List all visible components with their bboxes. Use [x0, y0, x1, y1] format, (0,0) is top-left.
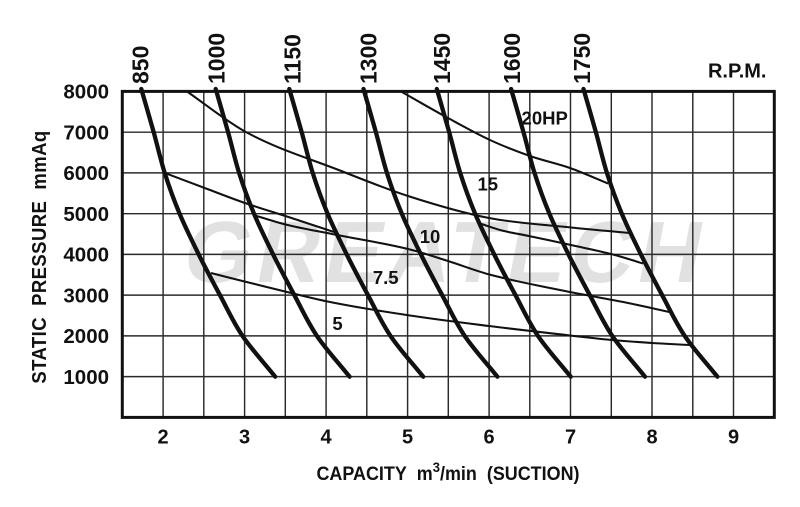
svg-text:7.5: 7.5: [373, 267, 399, 288]
svg-text:2: 2: [158, 426, 169, 448]
svg-text:5: 5: [402, 426, 413, 448]
svg-text:7: 7: [565, 426, 576, 448]
svg-text:9: 9: [728, 426, 739, 448]
svg-text:4: 4: [321, 426, 333, 448]
svg-text:8: 8: [646, 426, 657, 448]
svg-text:1750: 1750: [569, 33, 595, 84]
svg-text:1000: 1000: [204, 33, 230, 84]
svg-text:CAPACITY m3/min (SUCTION): CAPACITY m3/min (SUCTION): [316, 459, 579, 484]
svg-text:3: 3: [239, 426, 250, 448]
svg-text:6000: 6000: [63, 162, 109, 185]
svg-text:5000: 5000: [63, 203, 109, 226]
svg-text:20HP: 20HP: [522, 107, 568, 128]
svg-text:5: 5: [332, 313, 342, 334]
svg-text:STATIC PRESSURE mmAq: STATIC PRESSURE mmAq: [28, 130, 51, 383]
svg-text:15: 15: [478, 174, 499, 195]
svg-text:1150: 1150: [280, 34, 306, 84]
svg-text:850: 850: [128, 46, 154, 84]
svg-text:2000: 2000: [63, 325, 109, 348]
svg-text:1450: 1450: [429, 33, 455, 84]
svg-text:R.P.M.: R.P.M.: [708, 61, 767, 83]
svg-text:8000: 8000: [63, 81, 109, 104]
svg-text:1600: 1600: [499, 33, 525, 84]
svg-text:6: 6: [484, 426, 495, 448]
svg-text:4000: 4000: [63, 244, 109, 267]
svg-text:1300: 1300: [356, 33, 382, 84]
svg-text:3000: 3000: [63, 284, 109, 307]
svg-text:7000: 7000: [63, 121, 109, 144]
svg-text:1000: 1000: [63, 366, 109, 389]
svg-text:10: 10: [420, 226, 441, 247]
